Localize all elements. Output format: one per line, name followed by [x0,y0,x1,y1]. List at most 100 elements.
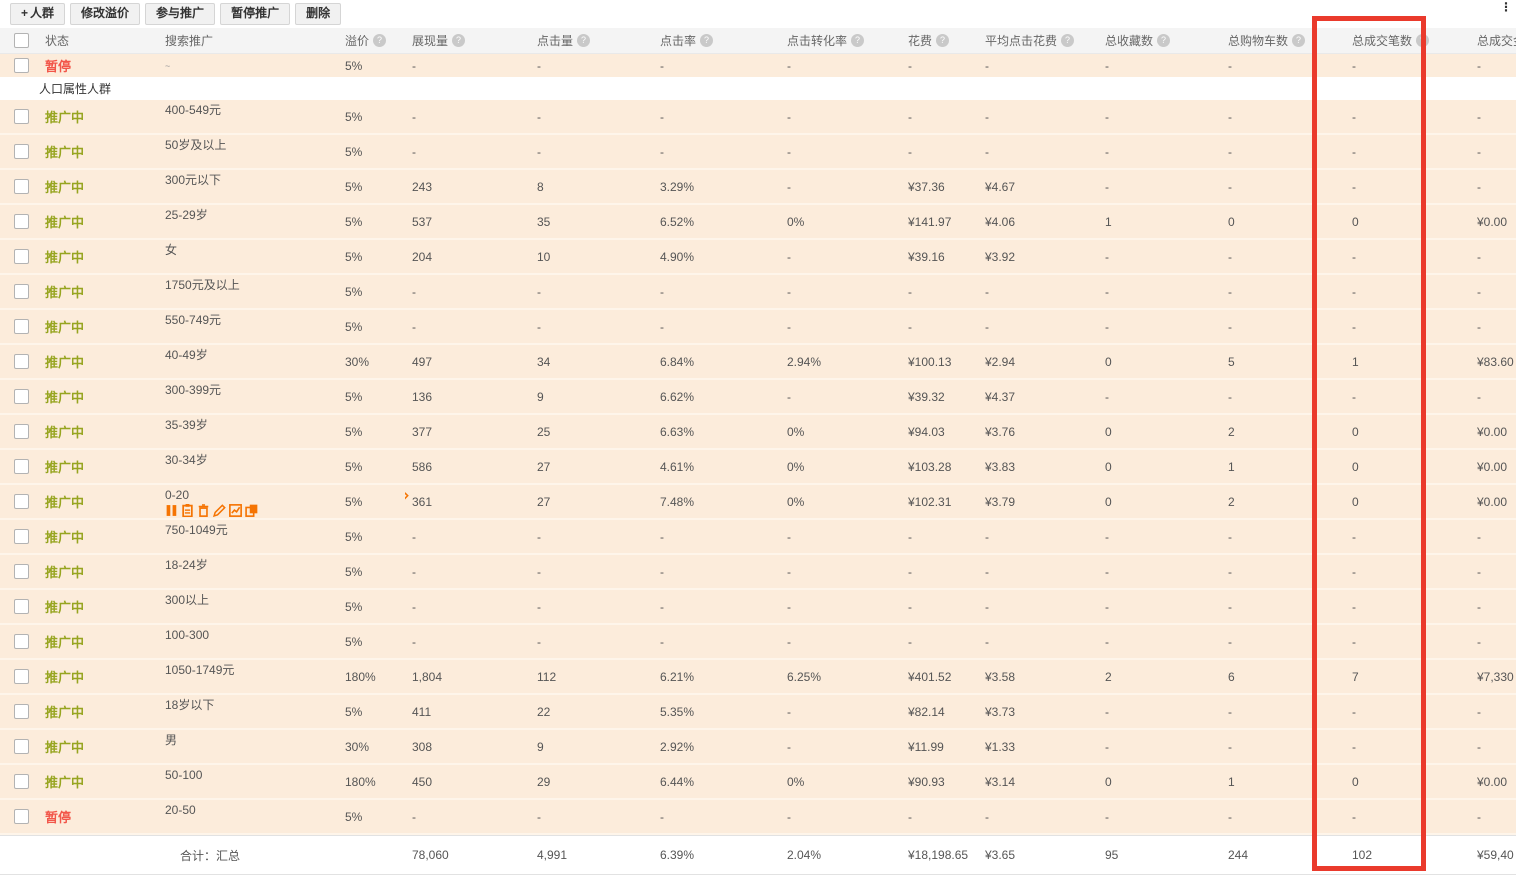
status-badge: 推广中 [45,460,85,475]
info-icon[interactable]: ? [851,34,865,47]
status-badge: 推广中 [45,565,85,580]
amount-value: - [1477,634,1481,649]
cvr-value: - [787,319,791,334]
fav-value: - [1105,319,1109,334]
audience-name: 100-300 [165,628,210,642]
audience-name: 男 [165,733,178,747]
toolbar-button-modify-premium[interactable]: 修改溢价 [70,3,141,25]
pause-icon[interactable] [165,504,178,517]
row-checkbox[interactable] [14,354,29,369]
row-checkbox[interactable] [14,704,29,719]
row-checkbox[interactable] [14,634,29,649]
info-icon[interactable]: ? [1292,34,1306,47]
row-checkbox[interactable] [14,564,29,579]
copy-icon[interactable] [245,504,258,517]
row-checkbox[interactable] [14,424,29,439]
cost-value: ¥102.31 [908,494,952,509]
premium-value: 5% [345,249,363,264]
table-row: 推广中 50岁及以上 5% - - - - - - - - - - [0,135,1516,170]
row-checkbox[interactable] [14,774,29,789]
row-checkbox[interactable] [14,109,29,124]
overflow-menu-icon[interactable]: ⋮ [1500,0,1512,14]
row-checkbox[interactable] [14,529,29,544]
orders-value: 0 [1352,494,1359,509]
toolbar-button-pause-promotion[interactable]: 暂停推广 [220,3,291,25]
row-checkbox[interactable] [14,739,29,754]
info-icon[interactable]: ? [1061,34,1075,47]
table-row-partial: 暂停 ~5% - - - - - - - - - - [0,54,1516,77]
toolbar-button-label: 修改溢价 [81,6,130,20]
pencil-icon[interactable] [212,504,226,518]
clicks-value: 27 [537,494,551,509]
fav-value: - [1105,809,1109,824]
info-icon[interactable]: ? [577,34,591,47]
row-checkbox[interactable] [14,179,29,194]
summary-cvr-value: 2.04% [787,848,822,862]
fav-value: - [1105,529,1109,544]
ctr-value: 6.21% [660,669,695,684]
cost-value: - [908,564,912,579]
audience-name: 300以上 [165,593,210,607]
row-checkbox[interactable] [14,389,29,404]
trash-icon[interactable] [197,504,210,517]
toolbar-button-delete[interactable]: 删除 [295,3,342,25]
row-checkbox[interactable] [14,599,29,614]
table-row: 推广中 50-100 180% 450 29 6.44% 0% ¥90.93 ¥3.14 0 1 0 ¥… [0,765,1516,800]
row-checkbox[interactable] [14,809,29,824]
orders-value: 1 [1352,354,1359,369]
premium-value: 5% [345,634,363,649]
orders-value: - [1352,249,1356,264]
cost-value: ¥94.03 [908,424,945,439]
row-checkbox[interactable] [14,214,29,229]
column-header-label: 搜索推广 [165,34,214,48]
select-all-checkbox[interactable] [14,33,29,48]
column-header-3: 溢价? [338,28,405,54]
cvr-value: - [787,704,791,719]
info-icon[interactable]: ? [700,34,714,47]
cost-value: ¥100.13 [908,354,952,369]
column-header-5: 点击量? [530,28,653,54]
ppc-value: - [985,529,989,544]
info-icon[interactable]: ? [1157,34,1171,47]
row-checkbox[interactable] [14,284,29,299]
clicks-value: 35 [537,214,551,229]
cost-value: - [908,809,912,824]
toolbar-button-add-audience[interactable]: + 人群 [10,3,66,25]
table-row: 推广中 0-20 5% 361 27 7.48% 0% ¥102.31 ¥3.79 0 2 0 ¥0.0… [0,485,1516,520]
cart-value: 1 [1228,459,1235,474]
row-checkbox[interactable] [14,249,29,264]
audience-name: 300元以下 [165,173,222,187]
toolbar-button-join-promotion[interactable]: 参与推广 [145,3,216,25]
info-icon[interactable]: ? [452,34,466,47]
info-icon[interactable]: ? [1416,34,1430,47]
table-row: 推广中 40-49岁 30% 497 34 6.84% 2.94% ¥100.13 ¥2.94 0… [0,345,1516,380]
info-icon[interactable]: ? [936,34,950,47]
clicks-value: 34 [537,354,551,369]
imp-value: 586 [412,459,433,474]
status-badge: 推广中 [45,180,85,195]
column-header-label: 总收藏数 [1105,34,1154,48]
row-checkbox[interactable] [14,319,29,334]
status-badge: 推广中 [45,495,85,510]
premium-value: 5% [345,58,363,73]
row-checkbox[interactable] [14,58,29,73]
summary-fav-value: 95 [1105,848,1119,862]
amount-value: - [1477,389,1481,404]
cell-value: - [787,58,791,73]
cart-value: 2 [1228,494,1235,509]
row-checkbox[interactable] [14,494,29,509]
summary-cart-value: 244 [1228,848,1249,862]
chart-icon[interactable] [229,504,242,517]
premium-value: 5% [345,529,363,544]
row-checkbox[interactable] [14,459,29,474]
info-icon[interactable]: ? [373,34,387,47]
row-checkbox[interactable] [14,144,29,159]
audience-name: 女 [165,243,178,257]
orders-value: - [1352,389,1356,404]
table-row: 推广中 18岁以下 5% 411 22 5.35% - ¥82.14 ¥3.73 - - - - [0,695,1516,730]
row-checkbox[interactable] [14,669,29,684]
cart-value: - [1228,179,1232,194]
clipboard-icon[interactable] [181,504,194,518]
edit-premium-pencil-icon[interactable] [405,492,409,504]
cost-value: ¥82.14 [908,704,945,719]
